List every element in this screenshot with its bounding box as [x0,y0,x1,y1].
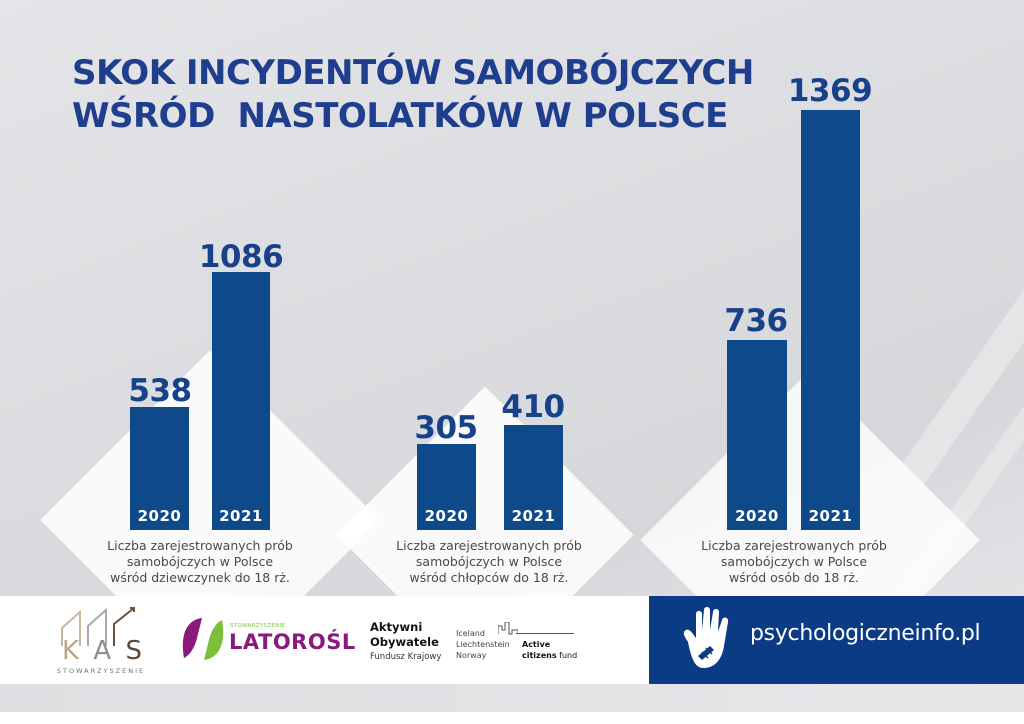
value-label-all-2021: 1369 [787,73,873,109]
caption-girls: Liczba zarejestrowanych prób samobójczyc… [80,538,320,586]
year-label: 2020 [137,507,182,525]
year-label: 2021 [808,507,853,525]
site-name: psychologiczneinfo.pl [750,621,981,646]
country: Norway [456,651,487,660]
caption-line: wśród dziewczynek do 18 rż. [110,570,290,585]
kas-letter: A [93,636,112,666]
aktywni-line-1: Aktywni [370,620,423,634]
fund-word: Active [522,640,551,649]
latorosl-subtitle: STOWARZYSZENIE [230,623,286,629]
year-label: 2020 [735,507,779,525]
year-label: 2020 [424,507,469,525]
bar-all-2020: 2020 [727,340,787,530]
leaf-icon [182,618,224,660]
kas-letter: S [125,636,142,666]
bar-boys-2021: 2021 [504,425,563,530]
active-citizens-logo: Aktywni Obywatele Fundusz Krajowy Icelan… [370,618,580,668]
hand-icon [683,607,729,668]
caption-boys: Liczba zarejestrowanych prób samobójczyc… [369,538,609,586]
active-citizens-fund: Active citizens fund [522,639,577,661]
bar-all-2021: 2021 [801,110,860,530]
bar-girls-2021: 2021 [212,272,270,530]
chart-title: SKOK INCYDENTÓW SAMOBÓJCZYCH WŚRÓD NASTO… [72,52,754,138]
value-label-boys-2020: 305 [414,410,478,446]
value-label-girls-2020: 538 [128,373,192,409]
bar-boys-2020: 2020 [417,444,476,530]
caption-line: samobójczych w Polsce [720,554,868,569]
kas-subtitle: STOWARZYSZENIE [56,667,146,675]
year-label: 2021 [511,507,556,525]
caption-line: samobójczych w Polsce [415,554,563,569]
caption-line: Liczba zarejestrowanych prób [396,538,582,553]
country: Liechtenstein [456,640,510,649]
aktywni-line-2: Obywatele [370,635,439,649]
kas-logo: K A S STOWARZYSZENIE [56,606,146,678]
caption-line: Liczba zarejestrowanych prób [107,538,293,553]
houses-icon [61,607,135,646]
bar-girls-2020: 2020 [130,407,189,530]
kas-letter: K [62,636,80,666]
country: Iceland [456,629,485,638]
bottom-strip [0,684,1024,712]
value-label-girls-2021: 1086 [198,239,284,275]
title-line-1: SKOK INCYDENTÓW SAMOBÓJCZYCH [72,53,754,93]
kas-letters: K A S [62,636,142,666]
caption-all: Liczba zarejestrowanych prób samobójczyc… [674,538,914,586]
skyline-icon [498,622,518,635]
donor-countries: Iceland Liechtenstein Norway [456,628,510,661]
footer-logos-panel [0,596,649,684]
caption-line: Liczba zarejestrowanych prób [701,538,887,553]
year-label: 2021 [219,507,263,525]
divider-line [516,633,574,634]
value-label-boys-2021: 410 [501,389,565,425]
caption-line: samobójczych w Polsce [126,554,274,569]
caption-line: wśród chłopców do 18 rż. [409,570,569,585]
title-line-2: WŚRÓD NASTOLATKÓW W POLSCE [72,96,728,136]
fund-word: fund [556,651,578,660]
caption-line: wśród osób do 18 rż. [729,570,859,585]
aktywni-line-3: Fundusz Krajowy [370,652,442,662]
value-label-all-2020: 736 [724,303,788,339]
latorosl-logo: STOWARZYSZENIE LATOROŚL [178,614,355,666]
fund-word: citizens [522,651,557,660]
latorosl-name: LATOROŚL [229,630,356,654]
